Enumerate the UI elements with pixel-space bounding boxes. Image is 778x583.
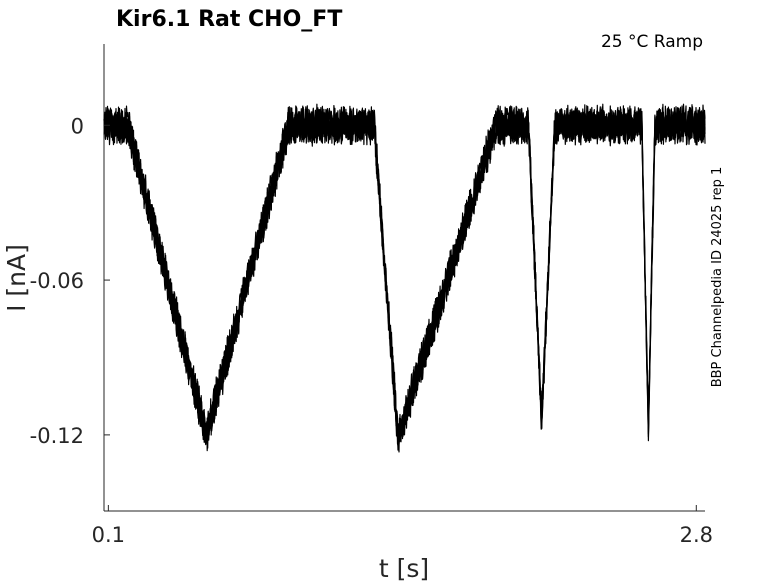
dataset-id-note: BBP Channelpedia ID 24025 rep 1 — [710, 167, 725, 388]
x-tick-label: 0.1 — [92, 523, 125, 547]
plot-area: 0.1 2.8 0 -0.06 -0.12 — [30, 44, 713, 547]
current-trace-sweep — [103, 105, 706, 446]
current-trace-sweep — [103, 104, 706, 453]
tick-layer: 0.1 2.8 0 -0.06 -0.12 — [30, 114, 713, 547]
y-tick-label: 0 — [71, 114, 84, 138]
y-tick-label: -0.06 — [30, 269, 84, 293]
chart-subtitle: 25 °C Ramp — [601, 32, 703, 52]
chart-title: Kir6.1 Rat CHO_FT — [116, 7, 342, 32]
x-axis-label: t [s] — [379, 554, 429, 583]
y-tick-label: -0.12 — [30, 424, 84, 448]
series-layer — [103, 103, 706, 453]
y-axis-label: I [nA] — [2, 244, 31, 312]
x-tick-label: 2.8 — [680, 523, 713, 547]
